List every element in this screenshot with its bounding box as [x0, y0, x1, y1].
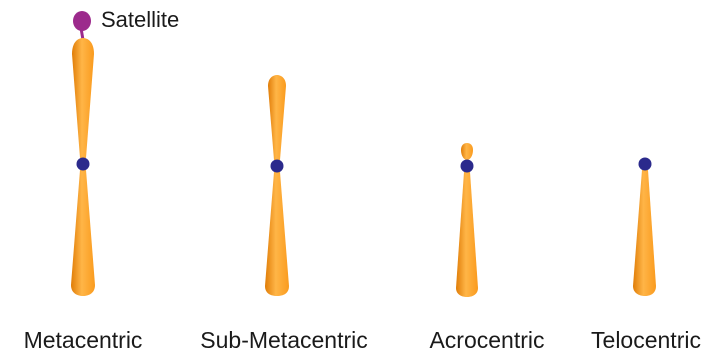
label-metacentric: Metacentric: [24, 327, 143, 353]
label-acrocentric: Acrocentric: [429, 327, 544, 353]
sub-metacentric-long-arm: [265, 172, 289, 296]
metacentric-centromere: [76, 157, 90, 171]
metacentric-chromosome: [71, 11, 95, 296]
satellite-label: Satellite: [101, 7, 179, 32]
sub-metacentric-short-arm: [268, 75, 286, 160]
acrocentric-centromere: [460, 159, 474, 173]
acrocentric-chromosome: [456, 143, 478, 297]
telocentric-centromere: [638, 157, 652, 171]
label-sub-metacentric: Sub-Metacentric: [200, 327, 367, 353]
sub-metacentric-centromere: [270, 159, 284, 173]
telocentric-long-arm: [633, 170, 656, 296]
metacentric-short-arm: [72, 38, 94, 158]
sub-metacentric-chromosome: [265, 75, 289, 296]
metacentric-satellite: [73, 11, 91, 31]
acrocentric-short-arm: [461, 143, 473, 160]
label-telocentric: Telocentric: [591, 327, 701, 353]
acrocentric-long-arm: [456, 172, 478, 297]
metacentric-long-arm: [71, 170, 95, 296]
telocentric-chromosome: [633, 157, 656, 296]
